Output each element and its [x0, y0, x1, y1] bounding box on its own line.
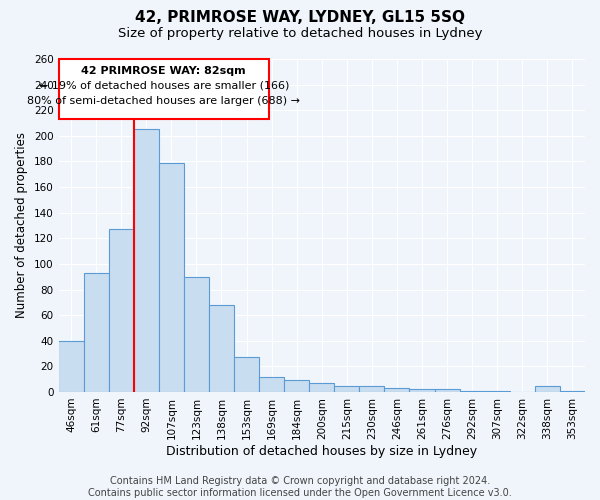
Bar — [434, 390, 460, 392]
Text: Size of property relative to detached houses in Lydney: Size of property relative to detached ho… — [118, 28, 482, 40]
Bar — [109, 230, 134, 392]
X-axis label: Distribution of detached houses by size in Lydney: Distribution of detached houses by size … — [166, 444, 478, 458]
Bar — [58, 340, 83, 392]
Bar — [535, 386, 560, 392]
Text: 42, PRIMROSE WAY, LYDNEY, GL15 5SQ: 42, PRIMROSE WAY, LYDNEY, GL15 5SQ — [135, 10, 465, 25]
Bar — [184, 276, 209, 392]
Text: Contains HM Land Registry data © Crown copyright and database right 2024.: Contains HM Land Registry data © Crown c… — [110, 476, 490, 486]
Bar — [134, 130, 159, 392]
Bar — [460, 390, 485, 392]
Bar — [560, 390, 585, 392]
Bar — [385, 388, 409, 392]
Bar — [334, 386, 359, 392]
Text: Contains public sector information licensed under the Open Government Licence v3: Contains public sector information licen… — [88, 488, 512, 498]
Bar — [284, 380, 309, 392]
Bar — [359, 386, 385, 392]
Bar — [159, 162, 184, 392]
Text: 80% of semi-detached houses are larger (688) →: 80% of semi-detached houses are larger (… — [28, 96, 301, 106]
Text: ← 19% of detached houses are smaller (166): ← 19% of detached houses are smaller (16… — [38, 80, 289, 90]
Bar — [209, 305, 234, 392]
Y-axis label: Number of detached properties: Number of detached properties — [16, 132, 28, 318]
FancyBboxPatch shape — [59, 59, 269, 119]
Bar — [234, 358, 259, 392]
Bar — [485, 390, 510, 392]
Bar — [83, 273, 109, 392]
Bar — [259, 376, 284, 392]
Bar — [409, 390, 434, 392]
Bar — [309, 383, 334, 392]
Text: 42 PRIMROSE WAY: 82sqm: 42 PRIMROSE WAY: 82sqm — [82, 66, 246, 76]
